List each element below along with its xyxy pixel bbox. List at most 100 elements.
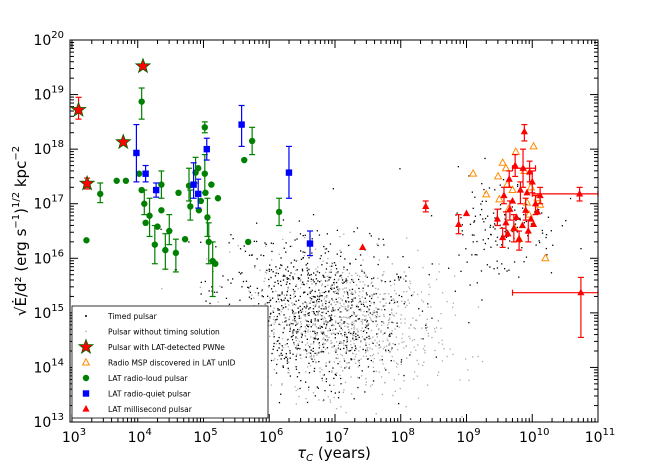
pulsar-dot <box>430 215 433 217</box>
pulsar-dot <box>396 366 398 368</box>
pulsar-dot <box>284 321 286 323</box>
x-tick-label-base: 10 <box>259 430 277 446</box>
pulsar-dot <box>342 342 345 344</box>
pulsar-dot <box>304 326 306 328</box>
pulsar-dot <box>359 281 361 283</box>
pulsar-dot <box>298 317 300 319</box>
pulsar-dot <box>273 336 275 338</box>
pulsar-dot <box>248 287 250 289</box>
pulsar-dot <box>279 324 281 326</box>
pulsar-dot <box>301 334 303 336</box>
pulsar-dot <box>382 363 384 365</box>
pulsar-dot <box>285 355 287 357</box>
pulsar-dot <box>494 217 496 219</box>
pulsar-dot <box>330 316 332 319</box>
pulsar-dot <box>404 322 406 324</box>
pulsar-dot <box>272 311 275 313</box>
legend-marker-small-dot <box>85 330 87 333</box>
pulsar-dot <box>396 301 399 303</box>
pulsar-dot <box>561 225 563 227</box>
pulsar-dot <box>312 343 315 345</box>
pulsar-dot <box>337 332 339 335</box>
pulsar-dot <box>360 330 362 332</box>
pulsar-dot <box>349 366 351 368</box>
pulsar-dot <box>248 296 251 298</box>
pulsar-dot <box>278 342 281 345</box>
pulsar-dot <box>499 204 502 206</box>
pulsar-dot <box>394 390 396 392</box>
pulsar-dot <box>273 333 275 336</box>
pulsar-dot <box>277 296 279 298</box>
pulsar-dot <box>298 340 300 343</box>
data-point <box>468 168 478 177</box>
pulsar-dot <box>336 253 338 255</box>
pulsar-dot <box>350 301 353 303</box>
data-point <box>533 207 542 215</box>
pulsar-dot <box>345 301 347 303</box>
pulsar-dot <box>356 304 358 306</box>
pulsar-dot <box>307 320 309 323</box>
pulsar-dot <box>312 308 315 310</box>
pulsar-dot <box>405 275 407 277</box>
pulsar-dot <box>404 301 406 303</box>
pulsar-dot <box>299 287 302 289</box>
data-point <box>142 170 149 177</box>
pulsar-dot <box>331 346 333 348</box>
pulsar-dot <box>264 277 266 280</box>
pulsar-dot <box>273 323 275 325</box>
pulsar-dot <box>365 301 367 303</box>
pulsar-dot <box>429 286 431 288</box>
pulsar-dot <box>319 371 321 373</box>
y-tick-label-exp: 18 <box>51 139 64 150</box>
pulsar-dot <box>295 304 297 306</box>
pulsar-dot <box>333 278 336 281</box>
pulsar-dot <box>288 324 291 326</box>
pulsar-dot <box>322 318 324 321</box>
pulsar-dot <box>300 332 302 334</box>
pulsar-dot <box>441 343 444 345</box>
pulsar-dot <box>373 293 375 295</box>
pulsar-dot <box>270 312 272 314</box>
pulsar-dot <box>469 223 472 225</box>
pulsar-dot <box>309 356 311 358</box>
pulsar-dot <box>376 243 378 245</box>
pulsar-dot <box>318 306 320 308</box>
pulsar-dot <box>322 343 324 346</box>
pulsar-dot <box>299 327 301 329</box>
pulsar-dot <box>281 338 284 340</box>
pulsar-dot <box>288 361 290 363</box>
pulsar-dot <box>351 333 353 335</box>
pulsar-dot <box>286 339 288 341</box>
pulsar-dot <box>390 296 392 298</box>
pulsar-dot <box>335 408 338 410</box>
pulsar-dot <box>313 330 315 332</box>
pulsar-dot <box>333 377 335 380</box>
pulsar-dot <box>209 302 211 305</box>
pulsar-dot <box>312 301 314 303</box>
pulsar-dot <box>423 361 425 363</box>
pulsar-dot <box>343 292 346 294</box>
data-point <box>493 214 501 222</box>
pulsar-dot <box>292 277 294 279</box>
pulsar-dot <box>300 279 302 281</box>
pulsar-dot <box>421 299 423 301</box>
pulsar-dot <box>504 214 506 216</box>
pulsar-dot <box>434 328 436 330</box>
pulsar-dot <box>317 352 320 354</box>
pulsar-dot <box>394 290 396 292</box>
pulsar-dot <box>286 358 289 360</box>
pulsar-dot <box>375 287 377 290</box>
pulsar-dot <box>523 214 525 216</box>
pulsar-dot <box>295 320 297 323</box>
pulsar-dot <box>244 250 247 252</box>
pulsar-dot <box>222 275 224 277</box>
pulsar-dot <box>504 231 506 233</box>
pulsar-dot <box>295 355 297 357</box>
pulsar-dot <box>355 347 357 349</box>
legend-entry: Timed pulsar <box>85 312 158 321</box>
pulsar-dot <box>427 306 429 308</box>
pulsar-dot <box>511 206 513 208</box>
y-tick-label-base: 10 <box>33 197 51 213</box>
pulsar-dot <box>513 261 516 263</box>
pulsar-dot <box>349 316 351 318</box>
